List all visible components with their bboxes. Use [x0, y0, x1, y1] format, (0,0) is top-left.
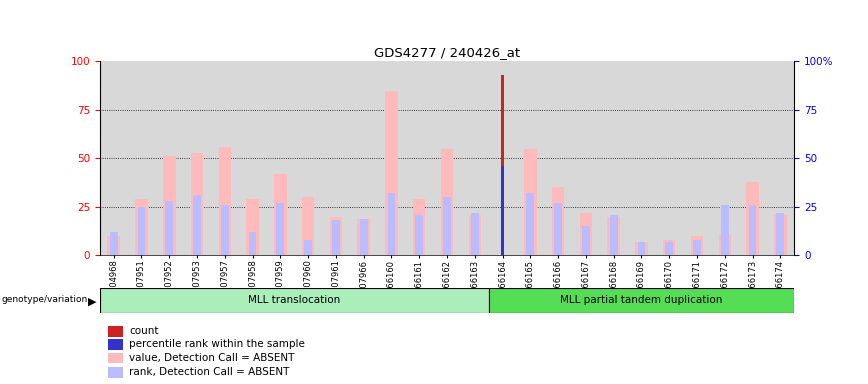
- Bar: [305, 240, 312, 255]
- Bar: [610, 215, 617, 255]
- Text: ▶: ▶: [88, 297, 96, 307]
- Bar: [330, 217, 342, 255]
- Bar: [219, 147, 231, 255]
- Bar: [444, 197, 450, 255]
- Bar: [721, 205, 728, 255]
- Bar: [582, 226, 589, 255]
- Bar: [746, 182, 759, 255]
- Bar: [108, 353, 123, 364]
- Bar: [247, 199, 259, 255]
- Bar: [749, 205, 756, 255]
- Bar: [108, 326, 123, 337]
- Bar: [416, 215, 423, 255]
- Bar: [302, 197, 314, 255]
- Bar: [108, 339, 123, 350]
- Bar: [413, 199, 425, 255]
- Bar: [108, 236, 120, 255]
- Bar: [552, 187, 564, 255]
- Text: count: count: [129, 326, 159, 336]
- Bar: [194, 195, 201, 255]
- Text: MLL partial tandem duplication: MLL partial tandem duplication: [560, 295, 723, 306]
- Bar: [719, 234, 731, 255]
- Bar: [332, 220, 339, 255]
- Bar: [777, 213, 784, 255]
- Bar: [471, 213, 478, 255]
- Bar: [360, 218, 367, 255]
- Bar: [608, 217, 620, 255]
- Text: rank, Detection Call = ABSENT: rank, Detection Call = ABSENT: [129, 367, 289, 377]
- Bar: [100, 288, 489, 313]
- Bar: [694, 240, 700, 255]
- Text: MLL translocation: MLL translocation: [248, 295, 340, 306]
- Bar: [274, 174, 286, 255]
- Bar: [666, 242, 673, 255]
- Text: genotype/variation: genotype/variation: [2, 295, 89, 304]
- Bar: [166, 201, 173, 255]
- Title: GDS4277 / 240426_at: GDS4277 / 240426_at: [374, 46, 520, 59]
- Bar: [163, 156, 175, 255]
- Bar: [135, 199, 148, 255]
- Bar: [221, 205, 228, 255]
- Bar: [774, 215, 786, 255]
- Bar: [501, 75, 504, 255]
- Bar: [110, 232, 117, 255]
- Bar: [555, 203, 562, 255]
- Bar: [385, 91, 398, 255]
- Bar: [388, 193, 395, 255]
- Bar: [138, 207, 145, 255]
- Bar: [580, 213, 592, 255]
- Bar: [489, 288, 794, 313]
- Bar: [249, 232, 256, 255]
- Bar: [501, 166, 504, 255]
- Bar: [441, 149, 453, 255]
- Bar: [469, 215, 481, 255]
- Bar: [663, 240, 675, 255]
- Bar: [635, 242, 648, 255]
- Bar: [108, 367, 123, 378]
- Bar: [638, 242, 645, 255]
- Bar: [691, 236, 703, 255]
- Text: percentile rank within the sample: percentile rank within the sample: [129, 339, 305, 349]
- Text: value, Detection Call = ABSENT: value, Detection Call = ABSENT: [129, 353, 294, 363]
- Bar: [277, 203, 284, 255]
- Bar: [358, 218, 370, 255]
- Bar: [524, 149, 536, 255]
- Bar: [527, 193, 534, 255]
- Bar: [191, 152, 203, 255]
